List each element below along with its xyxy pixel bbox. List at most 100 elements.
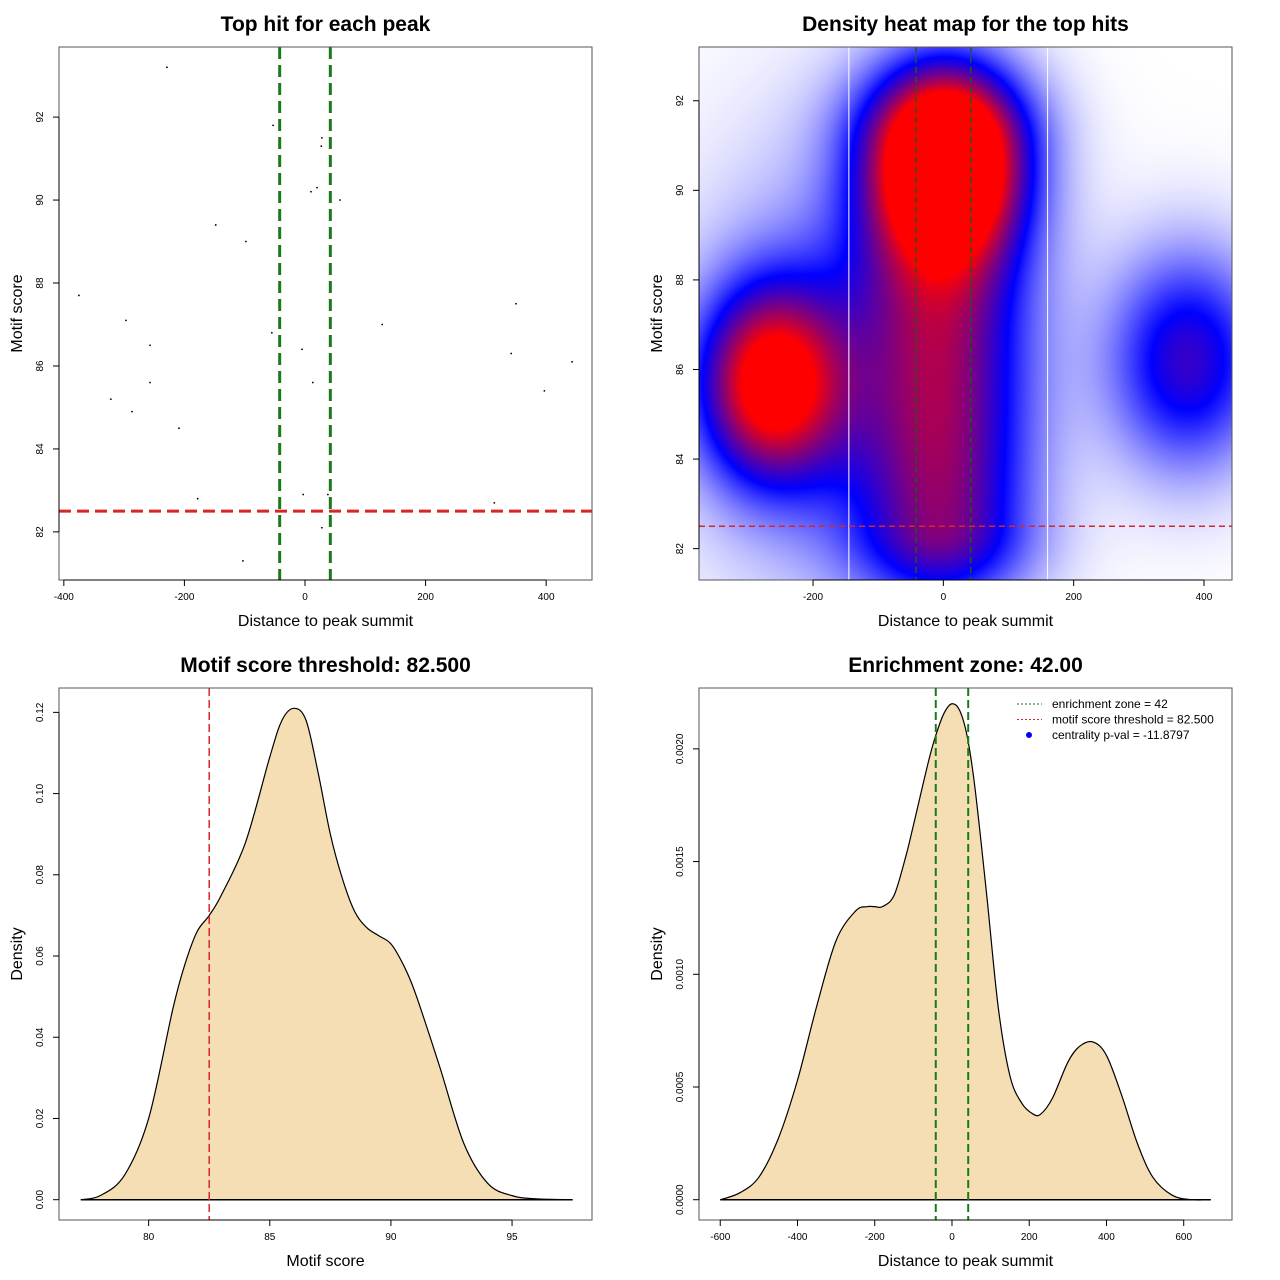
x-tick-label: -200 [174, 592, 194, 603]
scatter-point [493, 501, 496, 504]
scatter-point [77, 294, 80, 297]
panel-heatmap: Density heat map for the top hits -200 0 20… [649, 13, 1233, 630]
y-tick-label: 0.0005 [675, 1071, 686, 1102]
x-tick-label: -600 [710, 1232, 730, 1243]
y-axis-label: Density [9, 927, 26, 980]
y-tick-label: 0.0015 [675, 846, 686, 877]
scatter-point [131, 410, 133, 413]
y-tick-label: 0.0010 [675, 959, 686, 990]
x-tick-label: 80 [143, 1232, 155, 1243]
scatter-point [245, 240, 247, 243]
density-area [720, 703, 1211, 1201]
y-tick-label: 88 [35, 277, 46, 289]
scatter-point [272, 124, 274, 127]
y-tick-label: 88 [675, 274, 686, 286]
scatter-point [339, 199, 341, 201]
panel-distance-density: Enrichment zone: 42.00 -600 -400 -200 0 200 40… [649, 654, 1233, 1270]
scatter-point [166, 66, 168, 69]
legend-entry-label: centrality p-val = -11.8797 [1052, 728, 1190, 742]
y-tick-label: 0.06 [35, 946, 46, 966]
scatter-point [311, 381, 314, 384]
x-axis-label: Distance to peak summit [878, 1253, 1054, 1270]
scatter-point [109, 398, 112, 401]
y-tick-label: 0.04 [35, 1027, 46, 1047]
x-tick-label: 600 [1175, 1232, 1192, 1243]
scatter-point [241, 560, 244, 562]
density-heatmap-image [699, 47, 1232, 580]
x-tick-label: -400 [54, 592, 74, 603]
x-tick-label: 200 [1021, 1232, 1038, 1243]
scatter-point [302, 493, 305, 496]
scatter-point [310, 190, 312, 193]
y-tick-label: 0.10 [35, 783, 46, 803]
x-axis-label: Distance to peak summit [878, 613, 1054, 630]
scatter-point [543, 389, 546, 392]
y-tick-label: 0.12 [35, 702, 46, 722]
x-tick-label: 400 [1098, 1232, 1115, 1243]
scatter-point [301, 348, 303, 351]
y-tick-label: 92 [35, 111, 46, 123]
scatter-point [571, 360, 574, 363]
plot-frame [58, 46, 593, 581]
x-tick-label: 0 [949, 1232, 955, 1243]
y-axis-label: Density [649, 927, 666, 980]
y-tick-label: 92 [675, 95, 686, 107]
x-axis-label: Distance to peak summit [238, 613, 414, 630]
x-tick-label: 85 [264, 1232, 276, 1243]
scatter-point [381, 323, 384, 326]
scatter-point [320, 526, 323, 529]
chart-title: Top hit for each peak [221, 13, 431, 36]
y-tick-label: 0.08 [35, 865, 46, 885]
y-tick-label: 84 [675, 453, 686, 465]
x-axis-label: Motif score [286, 1253, 364, 1270]
x-tick-label: 90 [385, 1232, 397, 1243]
y-axis-label: Motif score [9, 274, 26, 352]
x-tick-label: 400 [1196, 592, 1213, 603]
legend-entry-label: motif score threshold = 82.500 [1052, 713, 1214, 727]
x-tick-label: -400 [787, 1232, 807, 1243]
scatter-point [149, 381, 151, 384]
chart-title: Density heat map for the top hits [802, 13, 1129, 36]
density-area [80, 708, 573, 1200]
x-tick-label: 200 [1065, 592, 1082, 603]
scatter-point [196, 497, 199, 500]
legend-point-icon [1026, 732, 1032, 738]
scatter-point [270, 331, 273, 334]
x-tick-label: -200 [803, 592, 823, 603]
y-tick-label: 90 [675, 184, 686, 196]
scatter-point [515, 302, 517, 305]
y-tick-label: 0.0020 [675, 733, 686, 764]
y-tick-label: 86 [675, 363, 686, 375]
y-axis-label: Motif score [649, 274, 666, 352]
y-tick-label: 0.02 [35, 1108, 46, 1128]
legend-entry-label: enrichment zone = 42 [1052, 697, 1168, 711]
scatter-point [327, 493, 329, 496]
scatter-point [214, 224, 217, 226]
density-curve [720, 703, 1211, 1201]
x-tick-label: 400 [538, 592, 555, 603]
x-tick-label: 0 [302, 592, 308, 603]
panel-scatter: Top hit for each peak -400 -200 0 200 400 82 84… [9, 13, 593, 630]
panel-score-density: Motif score threshold: 82.500 80 85 90 95 0.0… [9, 654, 593, 1270]
density-curve [80, 707, 573, 1201]
y-tick-label: 0.00 [35, 1190, 46, 1210]
y-tick-label: 82 [35, 526, 46, 538]
x-tick-label: -200 [865, 1232, 885, 1243]
chart-title: Enrichment zone: 42.00 [848, 654, 1083, 677]
scatter-point [320, 145, 323, 148]
y-tick-label: 90 [35, 194, 46, 206]
x-tick-label: 200 [417, 592, 434, 603]
x-tick-label: 95 [506, 1232, 518, 1243]
y-tick-label: 0.0000 [675, 1184, 686, 1215]
scatter-point [178, 427, 180, 430]
legend: enrichment zone = 42 motif score threshol… [1017, 697, 1214, 742]
y-tick-label: 86 [35, 360, 46, 372]
chart-title: Motif score threshold: 82.500 [180, 654, 471, 677]
scatter-point [149, 344, 151, 347]
scatter-point [510, 352, 513, 355]
y-tick-label: 84 [35, 443, 46, 455]
scatter-point [320, 136, 323, 139]
scatter-point [316, 186, 318, 189]
scatter-point [125, 319, 127, 322]
